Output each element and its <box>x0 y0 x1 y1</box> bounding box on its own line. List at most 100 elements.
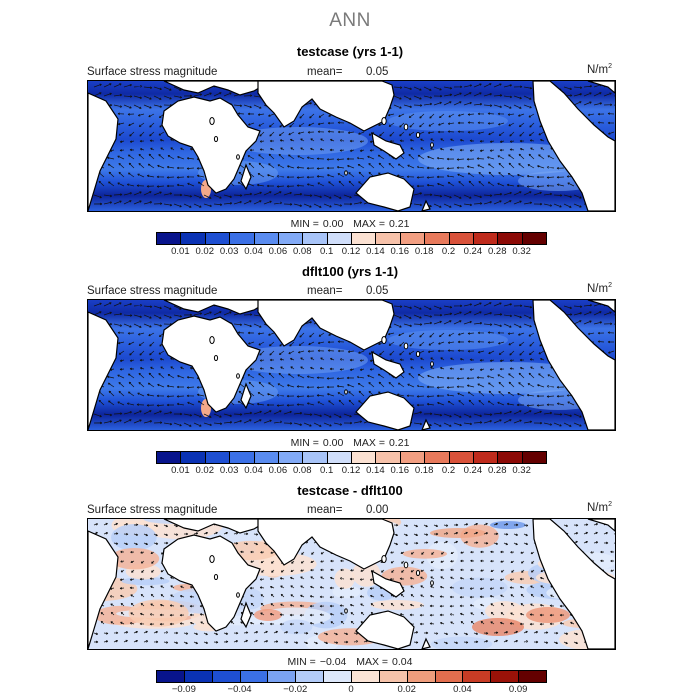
colorbar-swatch <box>181 452 206 463</box>
panel-3-colorbar <box>156 670 547 683</box>
colorbar-tick-label: 0.06 <box>268 465 288 476</box>
panel-2-minmax: MIN = 0.00 MAX = 0.21 <box>290 437 410 449</box>
colorbar-tick-label: 0.03 <box>219 465 239 476</box>
panel-1-mean-value: 0.05 <box>366 66 389 78</box>
colorbar-swatch <box>303 233 328 244</box>
colorbar-tick-label: 0.04 <box>453 684 472 695</box>
colorbar-tick-label: 0.24 <box>463 465 483 476</box>
colorbar-swatch <box>184 671 213 682</box>
colorbar-tick-label: 0.09 <box>508 684 528 695</box>
panel-2-title: dflt100 (yrs 1-1) <box>301 264 399 279</box>
panel-3-colorbar-ticks: −0.09 −0.04 −0.02 0 0.02 0.04 0.09 <box>156 684 546 696</box>
panel-1-units: N/m2 <box>587 63 612 76</box>
panel-3-minmax: MIN = −0.04 MAX = 0.04 <box>287 656 413 668</box>
panel-1-minmax: MIN = 0.00 MAX = 0.21 <box>290 218 410 230</box>
colorbar-tick-label: 0.28 <box>488 246 507 257</box>
colorbar-swatch <box>327 233 352 244</box>
colorbar-swatch <box>157 452 182 463</box>
colorbar-swatch <box>230 233 255 244</box>
colorbar-swatch <box>522 452 546 463</box>
colorbar-swatch <box>400 452 426 463</box>
colorbar-swatch <box>522 233 546 244</box>
colorbar-swatch <box>205 452 231 463</box>
panel-2-map <box>87 299 616 431</box>
colorbar-swatch <box>400 233 426 244</box>
colorbar-swatch <box>376 452 401 463</box>
panel-2-colorbar-ticks: 0.01 0.02 0.03 0.04 0.06 0.08 0.1 0.12 0.14 0.16 0… <box>156 465 546 477</box>
panel-3-units: N/m2 <box>587 501 612 514</box>
panel-2-mean-value: 0.05 <box>366 285 389 297</box>
colorbar-tick-label: 0.03 <box>219 246 239 257</box>
colorbar-tick-label: 0 <box>348 684 354 695</box>
colorbar-swatch <box>230 452 255 463</box>
colorbar-tick-label: 0.02 <box>397 684 416 695</box>
panel-1-mean-label: mean= <box>307 66 343 78</box>
colorbar-swatch <box>327 452 352 463</box>
figure-title: ANN <box>329 10 371 31</box>
panel-1-colorbar <box>156 232 547 245</box>
colorbar-tick-label: 0.32 <box>512 465 531 476</box>
panel-1-colorbar-ticks: 0.01 0.02 0.03 0.04 0.06 0.08 0.1 0.12 0.14 0.16 0… <box>156 246 546 258</box>
colorbar-swatch <box>498 452 523 463</box>
panel-2-map-graphic <box>88 300 615 430</box>
colorbar-tick-label: 0.2 <box>441 465 456 476</box>
colorbar-tick-label: 0.04 <box>244 465 263 476</box>
colorbar-tick-label: 0.28 <box>488 465 507 476</box>
panel-2-units: N/m2 <box>587 282 612 295</box>
colorbar-swatch <box>463 671 492 682</box>
colorbar-swatch <box>278 233 304 244</box>
colorbar-swatch <box>449 233 474 244</box>
colorbar-swatch <box>212 671 241 682</box>
colorbar-swatch <box>473 233 499 244</box>
panel-1-map <box>87 80 616 212</box>
colorbar-swatch <box>473 452 499 463</box>
colorbar-tick-label: 0.14 <box>366 246 385 257</box>
colorbar-swatch <box>254 233 279 244</box>
colorbar-tick-label: 0.2 <box>441 246 456 257</box>
colorbar-swatch <box>157 671 185 682</box>
colorbar-swatch <box>278 452 304 463</box>
panel-1-map-graphic <box>88 81 615 211</box>
colorbar-swatch <box>379 671 408 682</box>
colorbar-swatch <box>303 452 328 463</box>
colorbar-swatch <box>449 452 474 463</box>
panel-3-mean-label: mean= <box>307 504 343 516</box>
colorbar-tick-label: 0.24 <box>463 246 483 257</box>
colorbar-tick-label: 0.12 <box>341 465 361 476</box>
colorbar-swatch <box>352 671 380 682</box>
colorbar-swatch <box>205 233 231 244</box>
colorbar-tick-label: 0.1 <box>320 246 334 257</box>
colorbar-tick-label: 0.08 <box>293 465 312 476</box>
colorbar-tick-label: 0.01 <box>171 246 190 257</box>
colorbar-swatch <box>324 671 353 682</box>
colorbar-swatch <box>157 233 182 244</box>
colorbar-tick-label: 0.06 <box>268 246 288 257</box>
colorbar-swatch <box>181 233 206 244</box>
colorbar-swatch <box>407 671 436 682</box>
panel-1-title: testcase (yrs 1-1) <box>296 44 404 59</box>
panel-3-map-graphic <box>88 519 615 649</box>
panel-3-title: testcase - dflt100 <box>297 483 403 498</box>
colorbar-tick-label: 0.18 <box>414 246 434 257</box>
colorbar-swatch <box>352 233 377 244</box>
colorbar-swatch <box>296 671 325 682</box>
colorbar-tick-label: −0.04 <box>227 684 252 695</box>
panel-2-field-label: Surface stress magnitude <box>87 285 218 297</box>
colorbar-tick-label: −0.09 <box>171 684 196 695</box>
colorbar-swatch <box>352 452 377 463</box>
colorbar-tick-label: 0.1 <box>320 465 334 476</box>
colorbar-swatch <box>240 671 269 682</box>
colorbar-tick-label: 0.16 <box>390 465 410 476</box>
colorbar-swatch <box>491 671 520 682</box>
panel-1-field-label: Surface stress magnitude <box>87 66 218 78</box>
colorbar-tick-label: 0.32 <box>512 246 531 257</box>
colorbar-swatch <box>519 671 547 682</box>
colorbar-swatch <box>376 233 401 244</box>
panel-2-colorbar <box>156 451 547 464</box>
colorbar-tick-label: 0.08 <box>293 246 312 257</box>
colorbar-tick-label: 0.02 <box>195 246 215 257</box>
colorbar-swatch <box>425 452 450 463</box>
colorbar-tick-label: 0.02 <box>195 465 215 476</box>
colorbar-tick-label: 0.18 <box>414 465 434 476</box>
colorbar-tick-label: 0.16 <box>390 246 410 257</box>
